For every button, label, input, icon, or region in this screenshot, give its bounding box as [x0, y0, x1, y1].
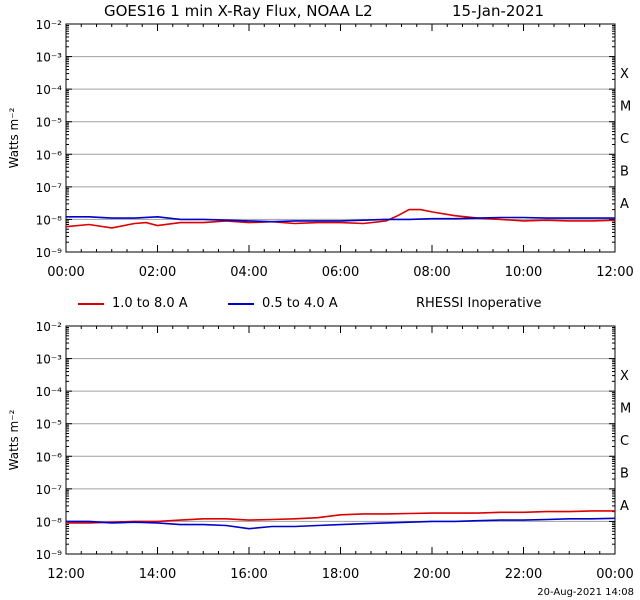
x-tick-label: 10:00 — [505, 265, 542, 280]
y-tick-label: 10⁻² — [36, 320, 63, 334]
x-tick-label: 22:00 — [505, 567, 542, 582]
y-tick-label: 10⁻⁶ — [36, 450, 63, 464]
series-short-line — [66, 517, 616, 530]
series-long-line — [65, 208, 616, 229]
y-tick-label: 10⁻³ — [36, 51, 63, 65]
y-tick-label: 10⁻⁴ — [36, 385, 63, 399]
flare-class-label: M — [620, 99, 631, 114]
legend-item-long: 1.0 to 8.0 A — [78, 296, 188, 311]
x-tick-label: 16:00 — [230, 567, 267, 582]
chart-date: 15-Jan-2021 — [452, 2, 545, 20]
x-tick-label: 06:00 — [322, 265, 359, 280]
y-tick-label: 10⁻⁹ — [36, 548, 63, 562]
y-tick-label: 10⁻⁷ — [36, 483, 63, 497]
legend-swatch-blue — [228, 302, 254, 305]
flare-class-label: M — [620, 401, 631, 416]
x-tick-label: 04:00 — [230, 265, 267, 280]
series-short-line — [66, 215, 615, 223]
legend-item-short: 0.5 to 4.0 A — [228, 296, 338, 311]
flare-class-label: A — [620, 499, 629, 514]
y-tick-label: 10⁻³ — [36, 353, 63, 367]
footer-timestamp: 20-Aug-2021 14:08 — [537, 587, 634, 598]
flare-class-label: B — [620, 467, 629, 482]
y-tick-label: 10⁻⁷ — [36, 181, 63, 195]
y-tick-label: 10⁻⁸ — [36, 213, 63, 227]
x-tick-label: 20:00 — [413, 567, 450, 582]
rhessi-status: RHESSI Inoperative — [416, 296, 542, 311]
y-tick-label: 10⁻⁶ — [36, 148, 63, 162]
legend: 1.0 to 8.0 A 0.5 to 4.0 A RHESSI Inopera… — [0, 296, 640, 314]
flare-class-label: C — [620, 434, 629, 449]
flare-class-label: X — [620, 67, 629, 82]
y-tick-label: 10⁻⁸ — [36, 515, 63, 529]
y-tick-label: 10⁻⁵ — [36, 418, 63, 432]
x-tick-label: 02:00 — [139, 265, 176, 280]
y-tick-label: 10⁻² — [36, 18, 63, 32]
x-tick-label: 00:00 — [47, 265, 84, 280]
x-tick-label: 00:00 — [596, 567, 633, 582]
legend-label-long: 1.0 to 8.0 A — [112, 296, 188, 311]
y-axis-label: Watts m⁻² — [7, 409, 21, 470]
legend-swatch-red — [78, 302, 104, 305]
y-axis-label: Watts m⁻² — [7, 107, 21, 168]
y-tick-label: 10⁻⁵ — [36, 116, 63, 130]
y-tick-label: 10⁻⁹ — [36, 246, 63, 260]
legend-label-short: 0.5 to 4.0 A — [262, 296, 338, 311]
x-tick-label: 12:00 — [596, 265, 633, 280]
flare-class-label: X — [620, 369, 629, 384]
series-long-line — [66, 510, 615, 524]
x-tick-label: 08:00 — [413, 265, 450, 280]
x-tick-label: 18:00 — [322, 567, 359, 582]
flare-class-label: A — [620, 197, 629, 212]
y-tick-label: 10⁻⁴ — [36, 83, 63, 97]
chart-title: GOES16 1 min X-Ray Flux, NOAA L2 — [104, 2, 373, 20]
x-tick-label: 14:00 — [139, 567, 176, 582]
flare-class-label: B — [620, 165, 629, 180]
x-tick-label: 12:00 — [47, 567, 84, 582]
flare-class-label: C — [620, 132, 629, 147]
